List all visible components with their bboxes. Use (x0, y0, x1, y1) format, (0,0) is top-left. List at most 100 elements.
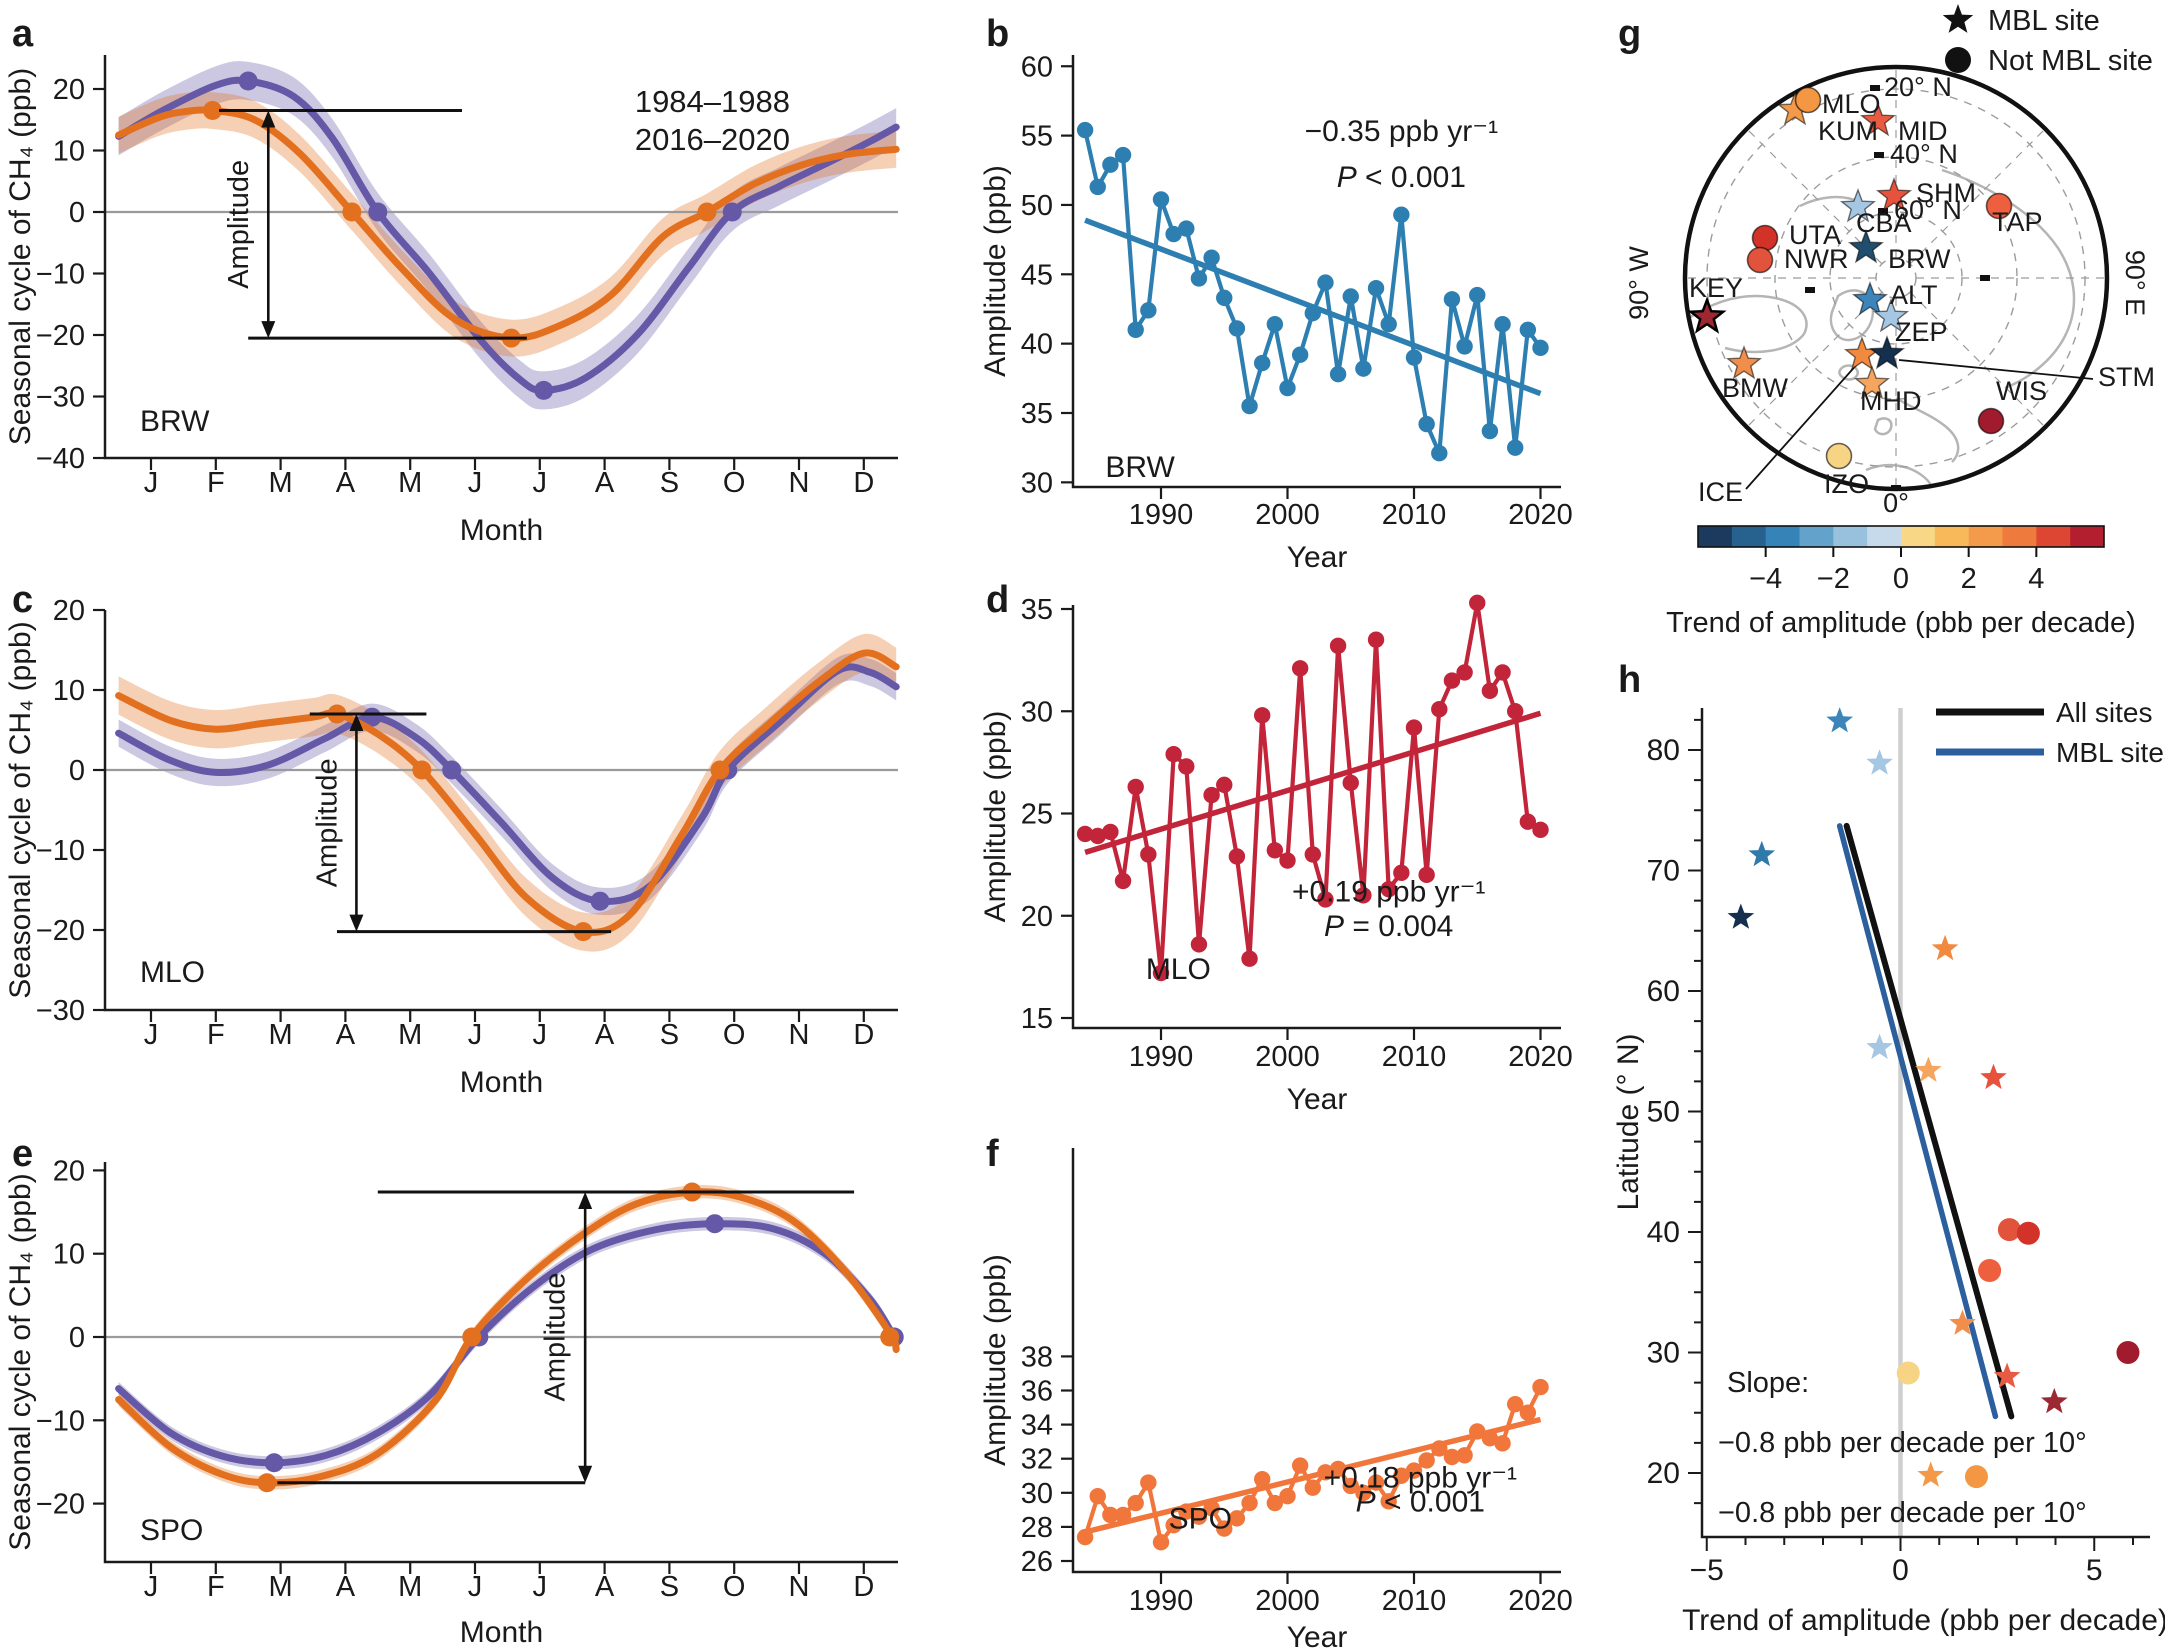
p-value-annotation: P = 0.004 (1324, 910, 1453, 943)
scatter-circle-UTA (2016, 1221, 2040, 1245)
amplitude-arrowhead-down (261, 321, 276, 339)
month-tick-label: D (853, 1571, 874, 1603)
x-tick-label: 5 (2086, 1554, 2103, 1587)
panel-letter: b (986, 13, 1009, 55)
data-point (1355, 887, 1372, 904)
panel-letter: a (12, 13, 34, 55)
month-tick-label: S (660, 1571, 679, 1603)
scatter-circle-MLO (1964, 1465, 1988, 1489)
scatter-star-MHD (1915, 1056, 1942, 1082)
data-point (1469, 1423, 1486, 1440)
amplitude-arrowhead-down (349, 914, 364, 932)
colorbar-segment (1731, 526, 1767, 547)
data-point (1102, 156, 1119, 173)
month-tick-label: D (853, 467, 874, 499)
data-point (1507, 439, 1524, 456)
y-tick-label: 38 (1021, 1341, 1053, 1373)
y-tick-label: 55 (1021, 121, 1053, 153)
leader-line (1745, 361, 1860, 490)
y-axis-title: Seasonal cycle of CH₄ (ppb) (4, 621, 37, 998)
map-site-label-MLO: MLO (1822, 89, 1881, 119)
y-axis-title: Seasonal cycle of CH₄ (ppb) (4, 1173, 37, 1550)
graticule-radial (1746, 128, 1883, 265)
coastline (1873, 417, 1893, 436)
month-tick-label: A (336, 467, 356, 499)
trend-rate-annotation: +0.19 ppb yr⁻¹ (1292, 875, 1485, 908)
map-site-label-MID: MID (1898, 116, 1948, 146)
data-point (1342, 288, 1359, 305)
data-point (1279, 1488, 1296, 1505)
scatter-star-ZEP (1866, 749, 1893, 775)
y-tick-label: 30 (1647, 1337, 1680, 1370)
amplitude-arrowhead-up (578, 1192, 593, 1210)
data-point (1203, 786, 1220, 804)
data-point (1405, 719, 1423, 736)
scatter-circle-WIS (2116, 1341, 2140, 1364)
x-tick-label: 2000 (1255, 1585, 1320, 1617)
legend-late-period: 2016–2020 (635, 122, 790, 157)
legend-early-period: 1984–1988 (635, 84, 790, 119)
site-label: BRW (1105, 451, 1175, 484)
data-point (1380, 1493, 1397, 1510)
data-point (1279, 379, 1296, 397)
y-tick-label: 60 (1647, 975, 1680, 1008)
data-point (1443, 672, 1461, 689)
scatter-star-STM (1727, 903, 1755, 929)
data-point (1165, 745, 1182, 763)
data-point (1456, 664, 1473, 681)
month-tick-label: A (595, 1019, 615, 1051)
data-point (1481, 1430, 1499, 1447)
site-label: MLO (1146, 953, 1211, 986)
graticule-label: 40° N (1890, 139, 1958, 169)
trend-line (1084, 1416, 1542, 1535)
x-tick-label: 2000 (1255, 499, 1320, 531)
panel-letter: e (12, 1133, 33, 1175)
leader-line (1898, 359, 2094, 380)
data-point (1380, 316, 1397, 333)
site-label: SPO (1169, 1503, 1232, 1536)
y-axis-title: Seasonal cycle of CH₄ (ppb) (4, 68, 37, 445)
data-point (1342, 1477, 1359, 1495)
y-tick-label: 30 (1021, 467, 1053, 499)
x-tick-label: −5 (1690, 1554, 1724, 1587)
graticule-tick-dash (1870, 85, 1880, 91)
month-tick-label: F (207, 1571, 225, 1603)
y-tick-label: 50 (1021, 190, 1053, 222)
map-inner (1687, 69, 2105, 487)
series-marker-1984–1988 (534, 380, 554, 400)
scatter-circle-NWR (1997, 1218, 2021, 1242)
slope-all-sites: −0.8 pbb per decade per 10° (1718, 1427, 2087, 1459)
month-tick-label: J (533, 1019, 548, 1051)
panel-c: Amplitude −30 −20 −10 0 10 20 J F M A M J J A S O N D Month… (4, 579, 900, 1099)
scatter-star-KUM (1917, 1461, 1944, 1487)
scatter-star-CBA (1866, 1033, 1893, 1059)
scatter-star-ALT (1826, 707, 1853, 733)
colorbar-tick-label: 0 (1893, 563, 1909, 595)
data-point (1076, 825, 1094, 843)
data-point (1228, 320, 1246, 337)
y-tick-label: 20 (1021, 901, 1053, 933)
x-axis-title: Year (1287, 541, 1348, 574)
data-point (1393, 206, 1410, 223)
month-tick-label: A (595, 467, 615, 499)
y-tick-label: 40 (1021, 329, 1053, 361)
legend-mbl-site: MBL site (1988, 5, 2100, 37)
site-label: SPO (140, 1514, 203, 1547)
map-site-label-NWR: NWR (1784, 244, 1848, 274)
map-site-label-KEY: KEY (1689, 273, 1743, 303)
data-point (1367, 631, 1385, 648)
data-point (1216, 776, 1233, 794)
data-point (1089, 1488, 1106, 1505)
coastline (1838, 364, 1859, 381)
map-site-label-TAP: TAP (1992, 207, 2043, 237)
month-tick-label: A (595, 1571, 615, 1603)
y-tick-label: 30 (1021, 696, 1053, 728)
map-site-star-ICE (1843, 336, 1881, 371)
data-point (1304, 304, 1322, 322)
series-line-2016–2020 (115, 1188, 900, 1487)
data-point (1254, 1470, 1271, 1488)
y-tick-label: 15 (1021, 1003, 1053, 1035)
month-tick-label: M (269, 467, 293, 499)
map-site-circle-NWR (1746, 246, 1774, 274)
